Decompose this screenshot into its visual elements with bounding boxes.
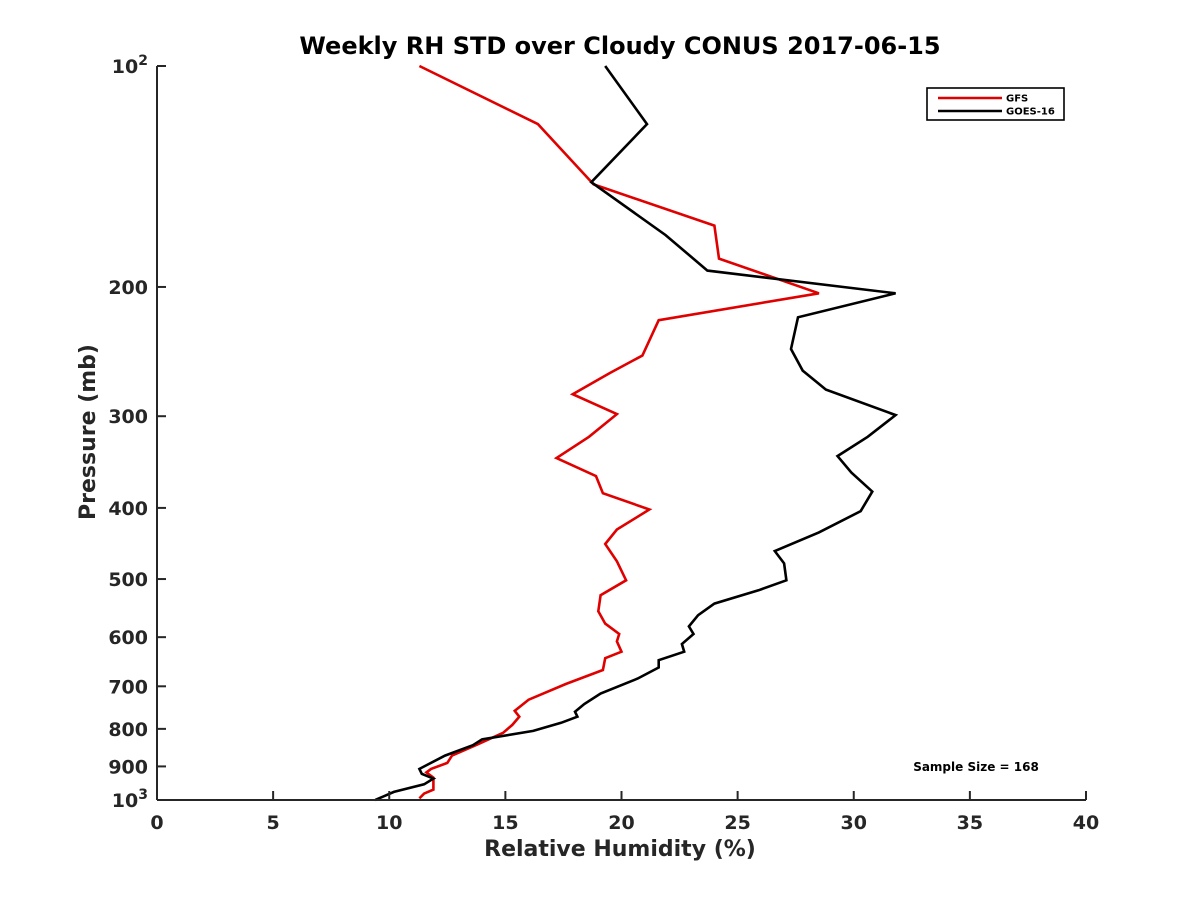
y-tick-label: 500 [108, 569, 148, 591]
x-tick-label: 15 [492, 812, 518, 834]
y-tick-label: 900 [108, 756, 148, 778]
plot-area [374, 64, 899, 802]
x-tick-label: 40 [1073, 812, 1099, 834]
y-tick-label: 700 [108, 676, 148, 698]
series-line-gfs [418, 64, 820, 800]
y-tick-label: 103 [112, 787, 148, 812]
y-axis-label: Pressure (mb) [76, 344, 101, 520]
x-tick-label: 0 [150, 812, 163, 834]
x-tick-label: 35 [957, 812, 983, 834]
y-tick-label: 300 [108, 406, 148, 428]
x-tick-label: 5 [267, 812, 280, 834]
y-tick-label: 600 [108, 627, 148, 649]
y-tick-label: 200 [108, 277, 148, 299]
chart-title: Weekly RH STD over Cloudy CONUS 2017-06-… [299, 32, 940, 60]
legend-box [926, 87, 1065, 121]
x-tick-label: 25 [724, 812, 750, 834]
x-axis: 0 5 10 15 20 25 30 35 40 [150, 791, 1099, 834]
x-tick-label: 10 [376, 812, 402, 834]
legend-label-goes-16: GOES-16 [1006, 107, 1055, 118]
y-tick-label: 102 [112, 53, 148, 78]
series-line-goes-16 [374, 65, 899, 802]
x-axis-label: Relative Humidity (%) [484, 837, 756, 862]
legend-label-gfs: GFS [1006, 94, 1028, 105]
x-tick-label: 30 [841, 812, 867, 834]
legend: GFS GOES-16 [926, 87, 1065, 121]
y-tick-label: 400 [108, 498, 148, 520]
y-axis: 102 200 300 400 500 600 700 800 900 103 [108, 53, 166, 812]
y-tick-label: 800 [108, 719, 148, 741]
x-tick-label: 20 [608, 812, 634, 834]
sample-size-annotation: Sample Size = 168 [913, 760, 1039, 774]
